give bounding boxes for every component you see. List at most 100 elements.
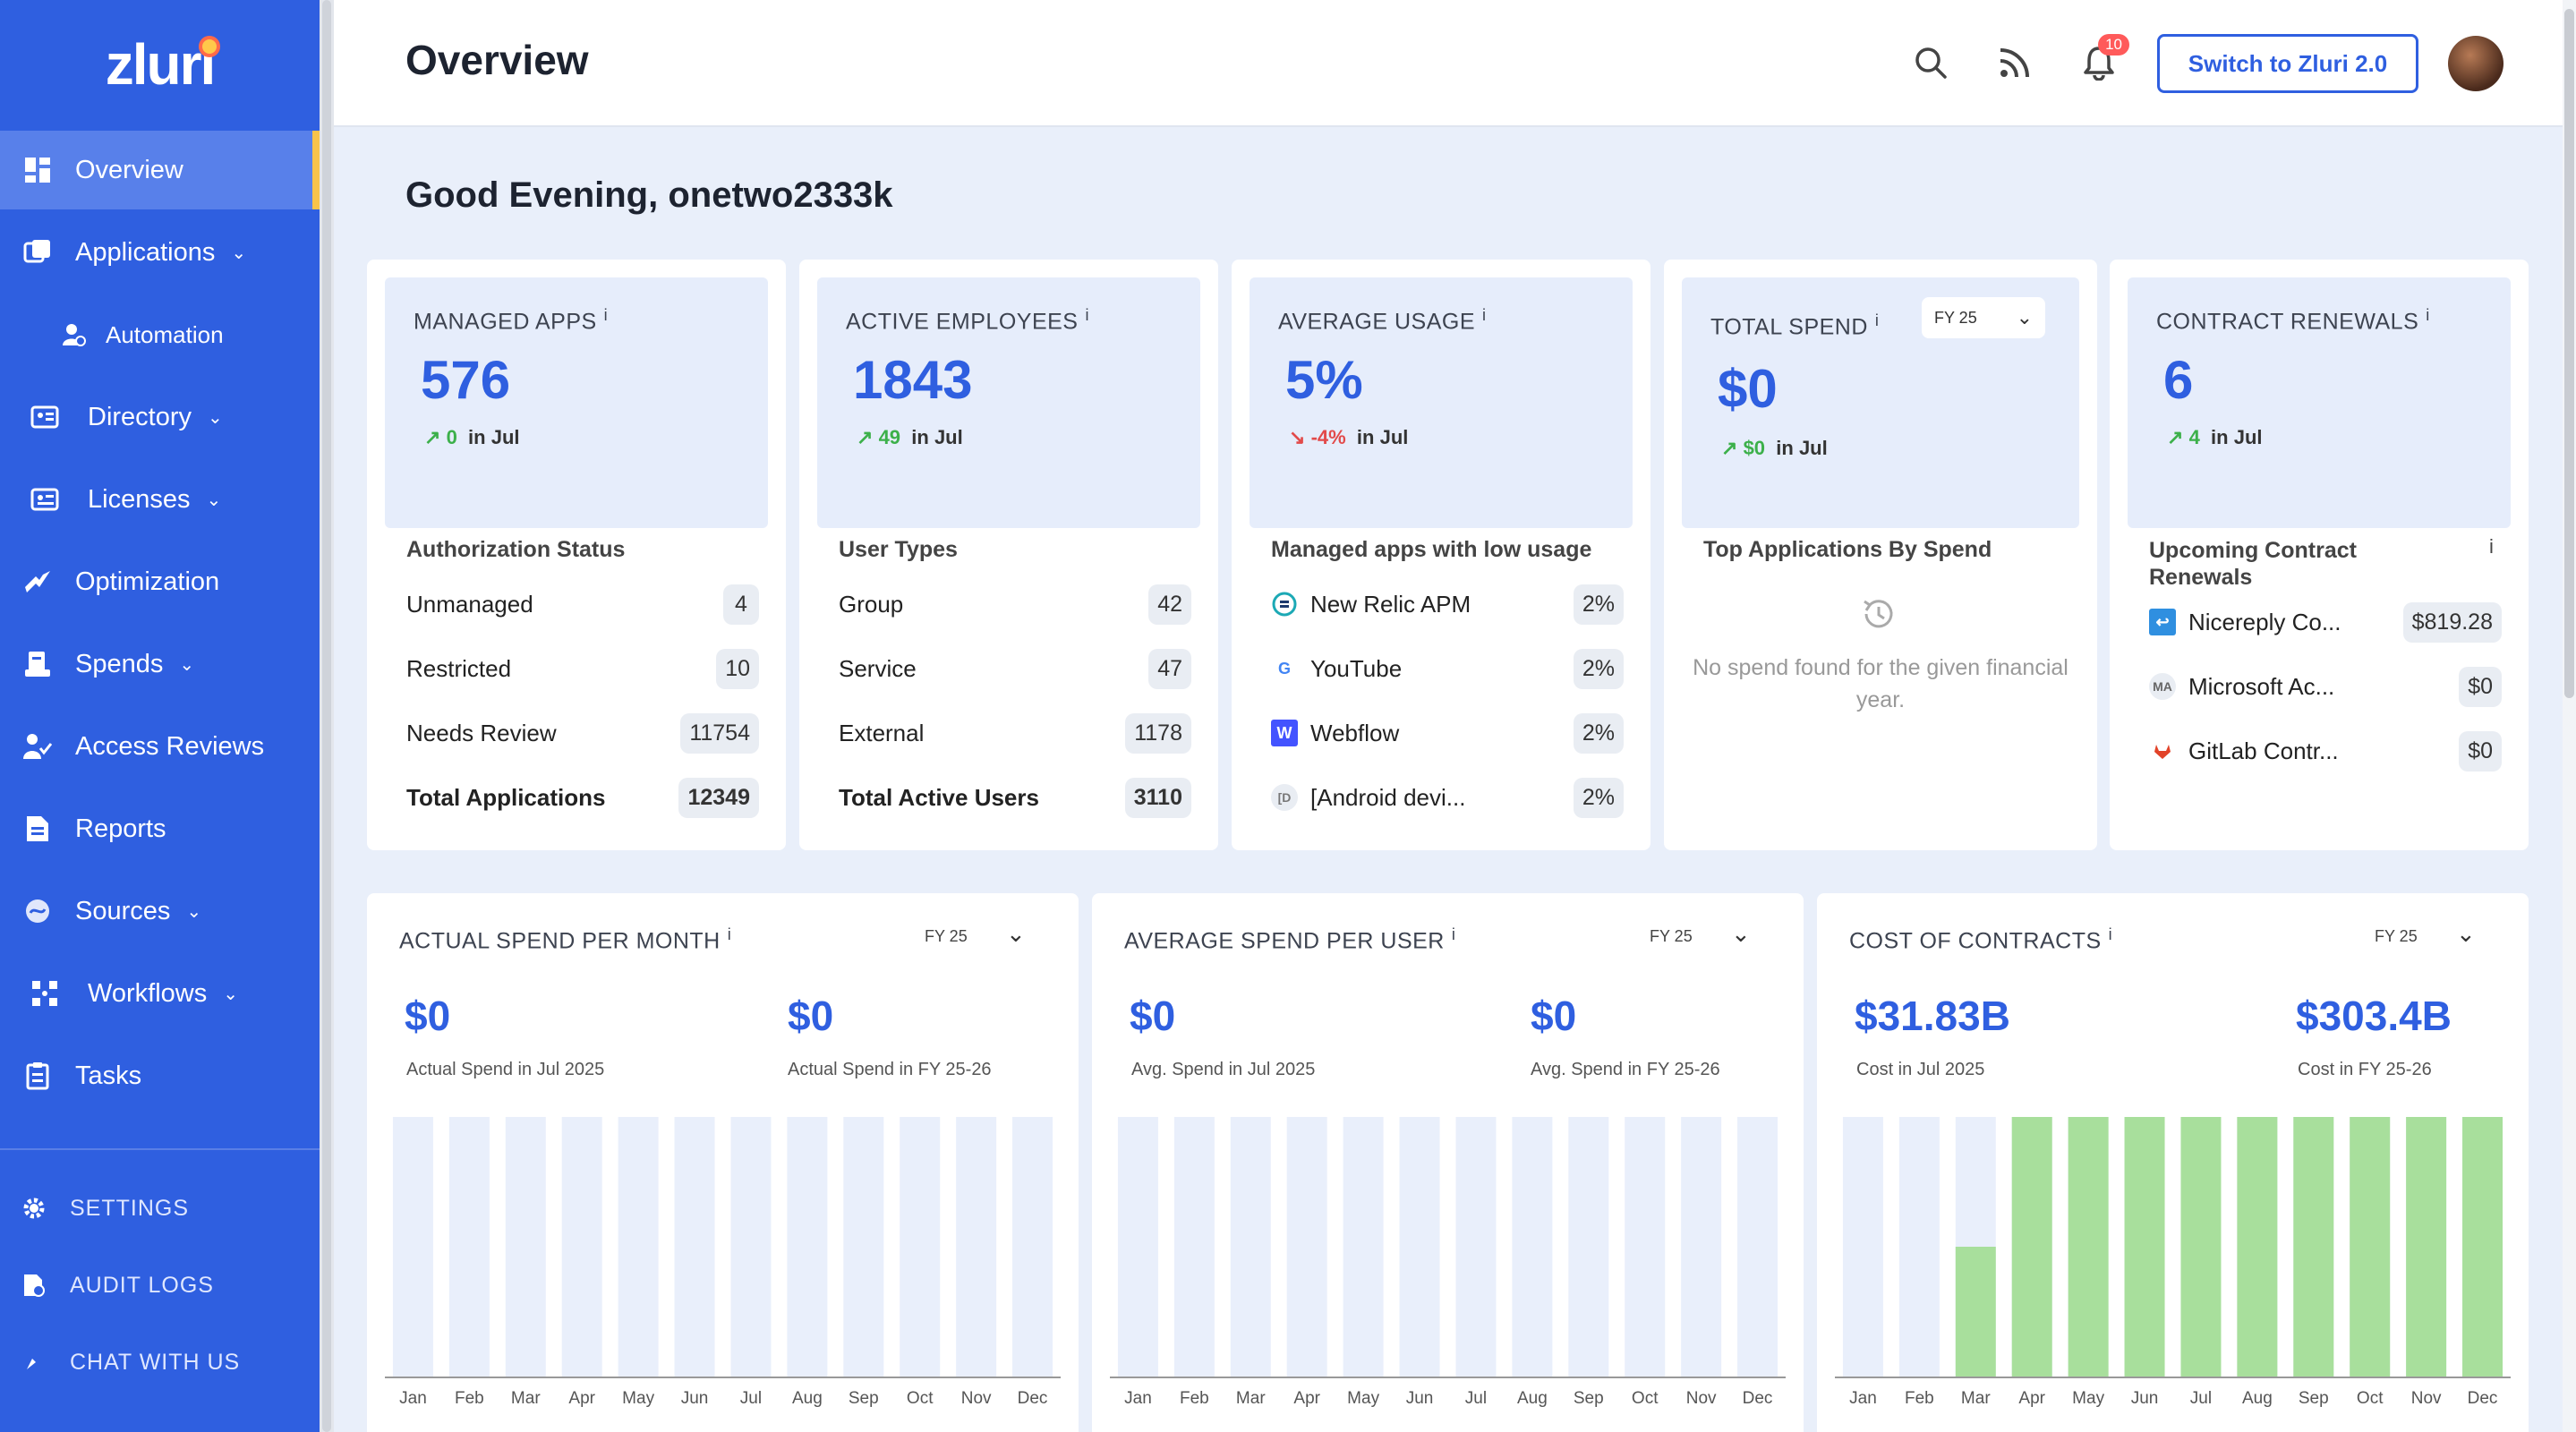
bar[interactable] [2180,1117,2222,1377]
stat-value: 5% [1285,350,1363,410]
bar[interactable] [2124,1117,2165,1377]
list-item[interactable]: GitLab Contr... $0 [2149,729,2502,773]
bar[interactable] [1955,1247,1996,1377]
bar[interactable] [2237,1117,2278,1377]
total-row[interactable]: Total Applications 12349 [406,775,759,820]
sidebar-item-applications[interactable]: Applications ⌄ [0,213,320,292]
avatar[interactable] [2448,36,2503,91]
bar-track [1737,1117,1778,1377]
info-icon[interactable]: i [2108,925,2113,943]
bar[interactable] [2068,1117,2109,1377]
nicereply-logo: ↩ [2149,609,2176,635]
fy-dropdown[interactable]: FY 25 [925,927,968,945]
chat-with-us-link[interactable]: CHAT WITH US [0,1335,320,1389]
sidebar-item-reports[interactable]: Reports [0,789,320,868]
trend-down-icon: ↘ [1289,426,1306,448]
x-tick-label: Sep [849,1389,879,1408]
sidebar-item-label: Optimization [75,567,220,596]
sidebar-item-overview[interactable]: Overview [0,131,320,209]
bar-track [392,1117,433,1377]
stat-label: TOTAL SPEND i [1710,311,1880,340]
list-item[interactable]: [D [Android devi... 2% [1271,775,1624,820]
switch-version-button[interactable]: Switch to Zluri 2.0 [2157,34,2418,93]
list-item[interactable]: External 1178 [839,711,1191,755]
bar-track [843,1117,884,1377]
list-item[interactable]: Restricted 10 [406,646,759,691]
bar-track [956,1117,997,1377]
stat-value: 576 [421,350,511,410]
chat-icon [18,1346,50,1378]
chevron-down-icon[interactable]: ⌄ [2456,920,2476,947]
list-item[interactable]: New Relic APM 2% [1271,582,1624,626]
info-icon[interactable]: i [1451,925,1456,943]
x-tick-label: Jun [2131,1389,2159,1408]
sidebar-item-spends[interactable]: Spends ⌄ [0,625,320,703]
bar-track [1512,1117,1553,1377]
info-icon[interactable]: i [2489,535,2494,558]
licenses-icon [27,482,63,517]
x-tick-label: Nov [2411,1389,2442,1408]
sidebar-item-automation[interactable]: Automation [0,295,320,374]
list-item[interactable]: Needs Review 11754 [406,711,759,755]
settings-link[interactable]: SETTINGS [0,1181,320,1235]
list-item[interactable]: Service 47 [839,646,1191,691]
chart-title: ACTUAL SPEND PER MONTH i [399,925,732,954]
fy-dropdown[interactable]: FY 25 ⌄ [1922,297,2045,338]
feed-icon[interactable] [1992,39,2038,86]
fy-avg-value: $0 [1531,993,1577,1039]
bar-track [448,1117,490,1377]
zluri-logo[interactable]: zluri [0,0,320,129]
sidebar-item-directory[interactable]: Directory ⌄ [0,378,320,456]
sidebar-item-optimization[interactable]: Optimization [0,542,320,621]
search-icon[interactable] [1907,39,1954,86]
audit-logs-link[interactable]: AUDIT LOGS [0,1258,320,1312]
chat-with-us-label: CHAT WITH US [70,1349,241,1375]
info-icon[interactable]: i [727,925,732,943]
bar[interactable] [2406,1117,2447,1377]
x-tick-label: Jul [2190,1389,2212,1408]
bell-icon[interactable]: 10 [2076,34,2129,86]
list-item[interactable]: Unmanaged 4 [406,582,759,626]
sidebar-item-sources[interactable]: Sources ⌄ [0,872,320,950]
info-icon[interactable]: i [2426,306,2430,324]
fy-spend-value: $0 [788,993,834,1039]
chevron-down-icon[interactable]: ⌄ [1006,920,1026,947]
info-icon[interactable]: i [1085,306,1089,324]
stat-delta: ↘ -4% in Jul [1289,426,1409,448]
bar-track [1343,1117,1384,1377]
fy-dropdown[interactable]: FY 25 [1650,927,1693,945]
bar-track [1568,1117,1609,1377]
bar[interactable] [2350,1117,2391,1377]
x-tick-label: Aug [1517,1389,1548,1408]
page-scrollbar[interactable] [2563,0,2576,1432]
sidebar-item-label: Reports [75,814,166,843]
sidebar-item-workflows[interactable]: Workflows ⌄ [0,954,320,1033]
trend-up-icon: ↗ [857,426,874,448]
logo-dot-icon [202,39,217,54]
page-scroll-thumb[interactable] [2564,9,2574,698]
total-row[interactable]: Total Active Users 3110 [839,775,1191,820]
list-item[interactable]: W Webflow 2% [1271,711,1624,755]
info-icon[interactable]: i [603,306,609,324]
list-item[interactable]: Group 42 [839,582,1191,626]
gitlab-logo [2149,737,2176,764]
info-icon[interactable]: i [1874,311,1880,329]
bar[interactable] [2462,1117,2503,1377]
sidebar-scrollbar[interactable] [322,0,331,1432]
sidebar-item-label: Access Reviews [75,731,265,761]
sidebar-item-tasks[interactable]: Tasks [0,1036,320,1115]
x-tick-label: Feb [1180,1389,1209,1408]
bar[interactable] [2293,1117,2334,1377]
bar-track [561,1117,602,1377]
list-item[interactable]: G YouTube 2% [1271,646,1624,691]
list-item[interactable]: MA Microsoft Ac... $0 [2149,664,2502,709]
sidebar-item-licenses[interactable]: Licenses ⌄ [0,460,320,539]
fy-dropdown[interactable]: FY 25 [2375,927,2418,945]
x-tick-label: Aug [792,1389,823,1408]
list-item[interactable]: ↩ Nicereply Co... $819.28 [2149,600,2502,644]
active-employees-card: ACTIVE EMPLOYEES i 1843 ↗ 49 in Jul User … [799,260,1218,850]
bar[interactable] [2011,1117,2052,1377]
chevron-down-icon[interactable]: ⌄ [1731,920,1751,947]
info-icon[interactable]: i [1482,306,1487,324]
sidebar-item-access-reviews[interactable]: Access Reviews [0,707,320,786]
